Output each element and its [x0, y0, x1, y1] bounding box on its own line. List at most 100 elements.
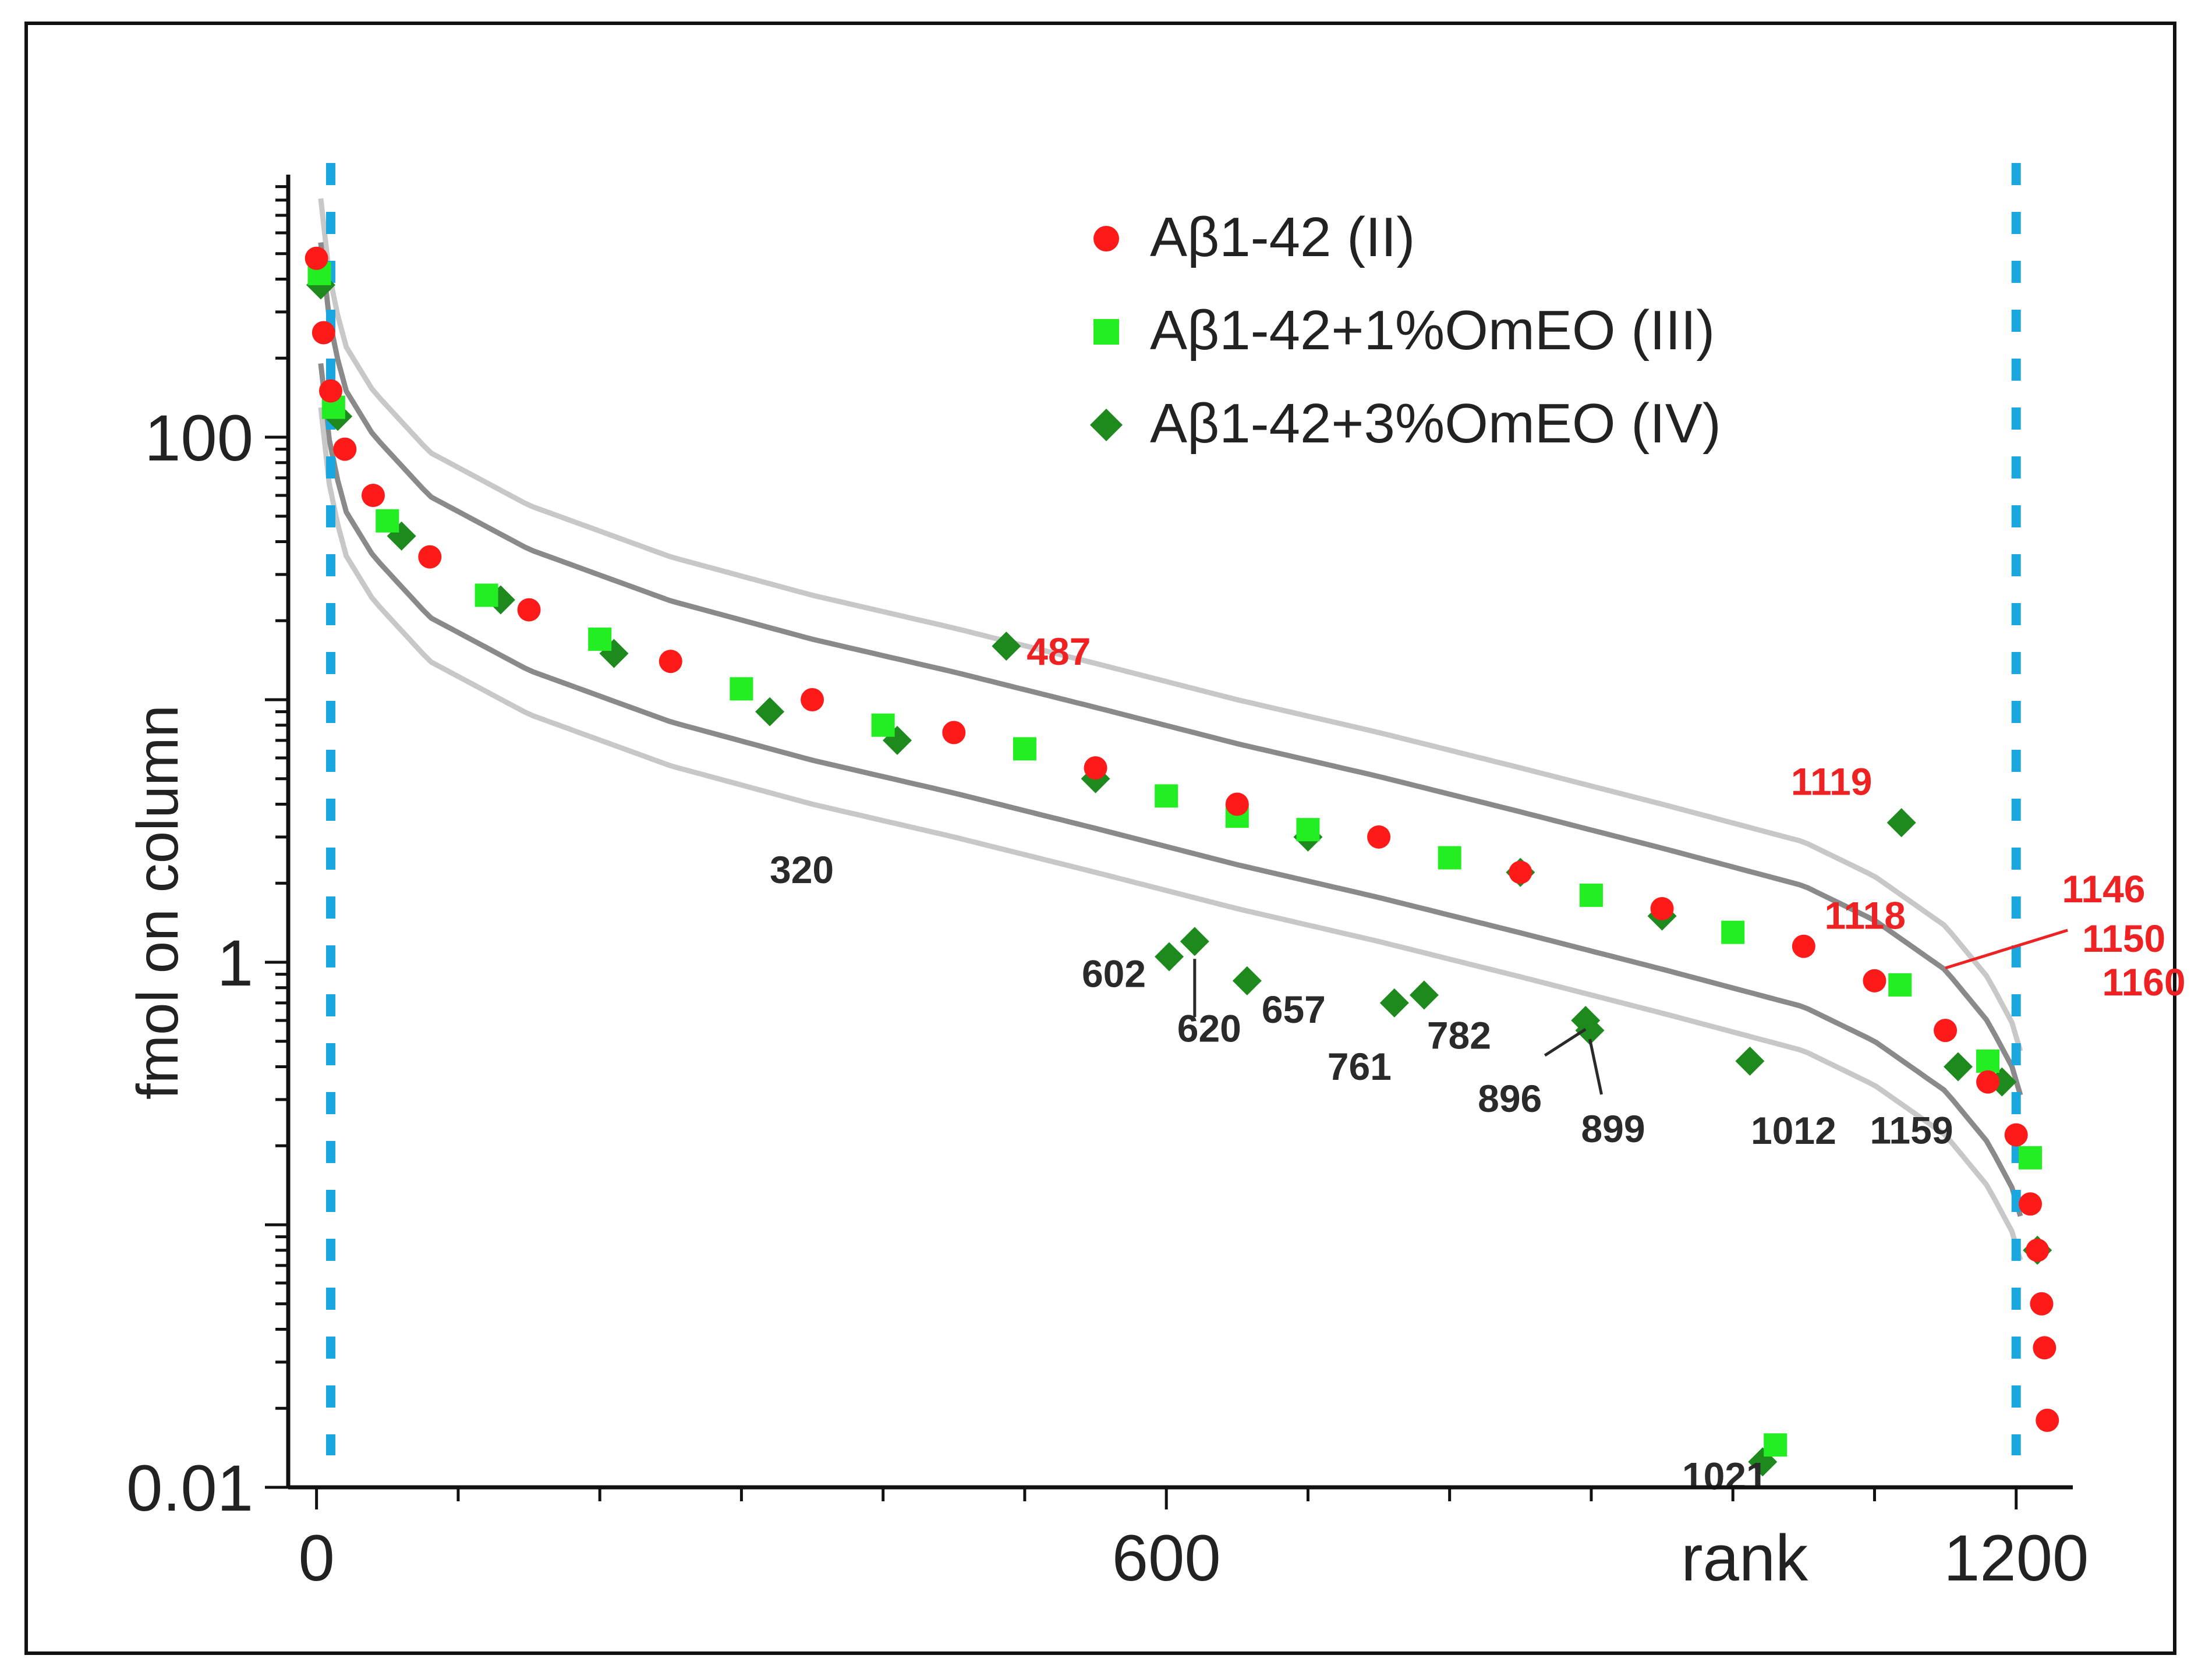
legend-label-1: Aβ1-42+1%OmEO (III): [1150, 299, 1715, 361]
series-0-point-22: [2030, 1292, 2054, 1316]
series-0-point-24: [2036, 1408, 2059, 1432]
series-1-point-5: [730, 677, 753, 701]
chart-frame: [24, 22, 2176, 1655]
series-0-point-3: [333, 437, 357, 461]
series-1-point-4: [588, 628, 612, 651]
annotation-1146: 1146: [2062, 867, 2145, 910]
series-1-point-14: [1764, 1433, 1788, 1457]
annotation-arrow-1150: [1945, 928, 2068, 970]
annotation-620: 620: [1177, 1006, 1241, 1050]
confidence-bands: [318, 198, 2023, 1261]
series-2-point-3: [486, 585, 515, 615]
annotation-761: 761: [1328, 1045, 1392, 1088]
legend-marker-2: [1090, 409, 1123, 441]
series-1-point-13: [1721, 920, 1745, 944]
legend-item-2: Aβ1-42+3%OmEO (IV): [1090, 392, 1721, 455]
y-axis-label: fmol on column: [125, 705, 190, 1100]
series-0: [305, 246, 2059, 1432]
series-0-point-5: [418, 545, 442, 569]
series-0-point-7: [659, 650, 682, 674]
annotation-602: 602: [1082, 952, 1146, 995]
annotation-657: 657: [1262, 988, 1326, 1031]
y-tick-label-1: 1: [217, 927, 253, 1000]
series-1-point-11: [1438, 846, 1461, 870]
annotation-arrow-899: [1588, 1039, 1603, 1095]
series-0-point-19: [2004, 1123, 2028, 1147]
annotation-1159: 1159: [1870, 1108, 1953, 1151]
series-1-point-17: [2019, 1146, 2043, 1169]
annotation-899: 899: [1581, 1107, 1645, 1150]
annotation-1012: 1012: [1751, 1109, 1836, 1152]
series-0-point-11: [1225, 792, 1249, 816]
legend-label-0: Aβ1-42 (II): [1150, 206, 1415, 268]
x-tick-label-2: 1200: [1944, 1522, 2089, 1594]
band-line-3: [318, 407, 2023, 1261]
series-2-point-9: [1155, 942, 1184, 972]
series-1-point-16: [1976, 1049, 2000, 1073]
series-0-point-15: [1792, 934, 1815, 958]
annotation-487: 487: [1027, 630, 1091, 673]
series-1-point-15: [1888, 973, 1912, 997]
x-tick-label-0: 0: [299, 1522, 335, 1594]
legend-marker-1: [1093, 319, 1119, 345]
series-2-point-5: [755, 697, 785, 726]
series-2-point-22: [1943, 1052, 1973, 1082]
series-2-point-13: [1379, 988, 1409, 1018]
series-0-point-13: [1509, 860, 1532, 884]
y-tick-label-2: 100: [144, 402, 253, 474]
series-2-point-10: [1180, 927, 1209, 956]
annotation-320: 320: [770, 848, 834, 891]
series-1-point-10: [1296, 818, 1320, 842]
series-0-point-23: [2033, 1336, 2057, 1360]
series-0-point-1: [312, 321, 335, 345]
series-0-point-21: [2026, 1238, 2050, 1262]
series-0-point-18: [1976, 1070, 2000, 1094]
series-1-point-8: [1155, 784, 1178, 808]
series-0-point-20: [2019, 1192, 2043, 1216]
series-1-point-3: [475, 583, 498, 607]
series-0-point-2: [318, 379, 342, 403]
x-axis-label: rank: [1681, 1522, 1808, 1594]
series-2-point-17: [1575, 1016, 1605, 1045]
legend: Aβ1-42 (II) Aβ1-42+1%OmEO (III) Aβ1-42+3%O…: [1090, 206, 1721, 455]
annotation-782: 782: [1427, 1013, 1491, 1057]
annotation-1150: 1150: [2082, 917, 2165, 960]
series-2-point-11: [1232, 966, 1262, 995]
series-0-point-16: [1863, 969, 1886, 993]
series-1-point-2: [376, 509, 399, 533]
series-2-point-19: [1735, 1046, 1765, 1076]
legend-marker-0: [1093, 226, 1119, 251]
axes: 0.01 1 100 0 600 1200 rank fmol on column: [125, 175, 2089, 1594]
annotation-1119: 1119: [1791, 760, 1873, 803]
annotation-arrow-896: [1544, 1027, 1587, 1057]
band-line-2: [318, 363, 2023, 1217]
series-2-point-7: [992, 631, 1021, 661]
band-line-0: [318, 198, 2023, 1052]
series-0-point-4: [361, 484, 385, 508]
annotation-1021: 1021: [1682, 1454, 1768, 1497]
series-1-point-6: [871, 713, 895, 737]
series-0-point-8: [801, 688, 824, 711]
series-0-point-14: [1650, 896, 1674, 920]
series-2-point-21: [1886, 808, 1916, 838]
annotation-1118: 1118: [1824, 894, 1906, 937]
series-0-point-17: [1934, 1019, 1958, 1043]
data-points: [305, 246, 2059, 1477]
annotation-1160: 1160: [2102, 960, 2185, 1004]
series-0-point-6: [517, 598, 541, 622]
y-tick-label-0: 0.01: [126, 1452, 253, 1525]
series-0-point-12: [1367, 825, 1391, 849]
series-0-point-9: [942, 721, 966, 745]
legend-item-1: Aβ1-42+1%OmEO (III): [1093, 299, 1715, 361]
band-line-1: [318, 242, 2023, 1096]
series-0-point-10: [1084, 756, 1107, 780]
series-1-point-7: [1013, 737, 1036, 761]
series-2-point-14: [1409, 980, 1439, 1010]
legend-item-0: Aβ1-42 (II): [1093, 206, 1415, 268]
x-tick-label-1: 600: [1112, 1522, 1221, 1594]
series-1: [307, 261, 2043, 1457]
annotation-896: 896: [1478, 1077, 1542, 1120]
